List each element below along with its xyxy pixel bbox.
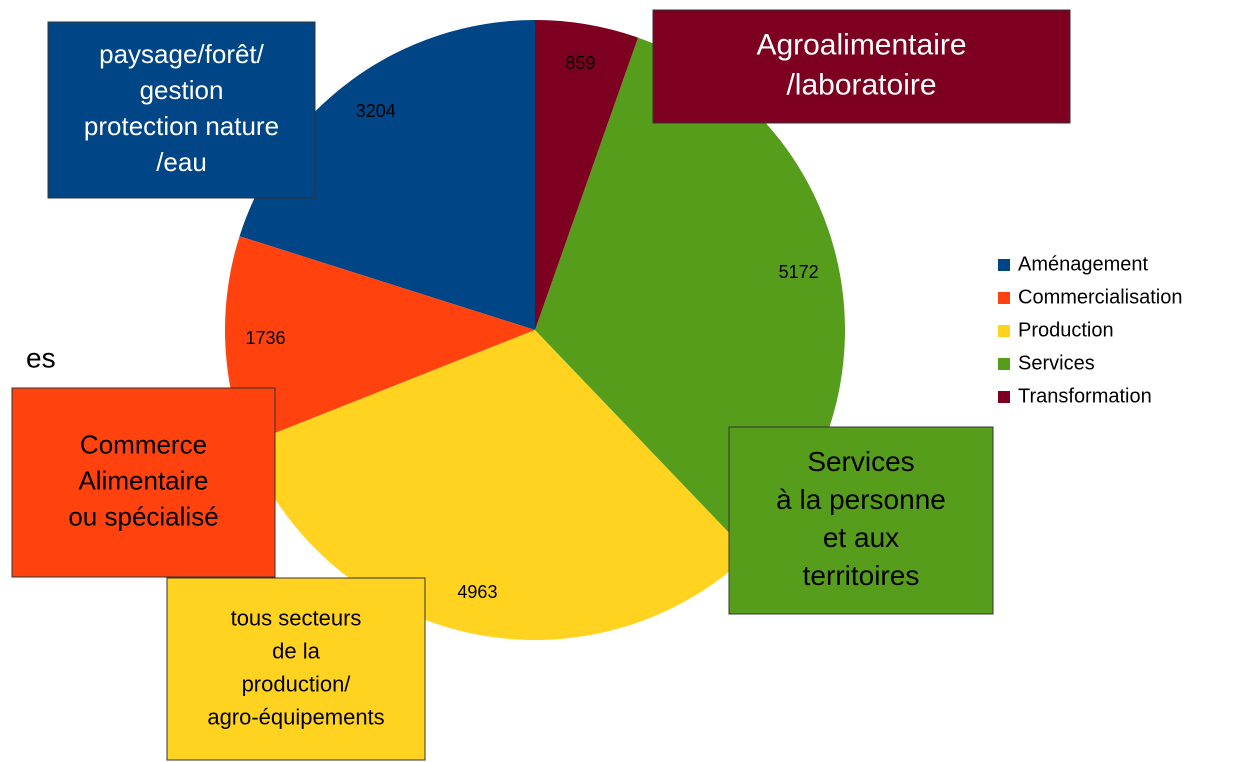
callout-text: Alimentaire [78,465,208,495]
data-label: 5172 [779,262,819,282]
callout-text: tous secteurs [231,605,362,630]
callout-text: agro-équipements [207,704,384,729]
legend-label: Transformation [1018,385,1152,407]
callout-text: de la [272,638,320,663]
callout-text: et aux [823,522,899,553]
legend-label: Commercialisation [1018,286,1183,308]
pie-slice [246,330,750,640]
pie-slice [535,20,639,330]
pie-slice [535,37,845,554]
callout-text: à la personne [776,484,946,515]
callout: tous secteurs de la production/agro-équipe… [166,577,426,761]
callout-text: production/ [242,671,352,696]
callout-text: ou spécialisé [68,501,218,531]
callout-text: /eau [156,147,207,177]
legend-swatch [998,259,1010,271]
callout-box [11,387,276,578]
callout-text: /laboratoire [786,68,936,101]
callout: paysage/forêt/gestion protection nature/e… [47,21,316,199]
callout-text: paysage/forêt/ [99,39,265,69]
callout-text: Commerce [80,429,207,459]
legend-swatch [998,292,1010,304]
data-label: 859 [565,53,595,73]
callout-box [166,577,426,761]
callout-text: Agroalimentaire [756,28,966,61]
legend-swatch [998,391,1010,403]
callout-box [652,9,1071,124]
legend-label: Aménagement [1018,253,1149,275]
pie-slice [224,236,535,445]
pie-slice [239,20,535,330]
callout: Services à la personne et aux territoires [728,426,994,615]
legend-swatch [998,325,1010,337]
legend-swatch [998,358,1010,370]
callout-text: Services [807,446,914,477]
callout-text: gestion [140,75,224,105]
annotation: es [26,342,56,373]
data-label: 3204 [356,101,396,121]
callout-box [728,426,994,615]
callout-text: protection nature [84,111,279,141]
callout: Agroalimentaire/laboratoire [652,9,1071,124]
callout: Commerce Alimentaire ou spécialisé [11,387,276,578]
legend-label: Production [1018,319,1114,341]
callout-box [47,21,316,199]
legend-label: Services [1018,352,1095,374]
data-label: 1736 [245,328,285,348]
callout-text: territoires [803,560,920,591]
data-label: 4963 [457,582,497,602]
